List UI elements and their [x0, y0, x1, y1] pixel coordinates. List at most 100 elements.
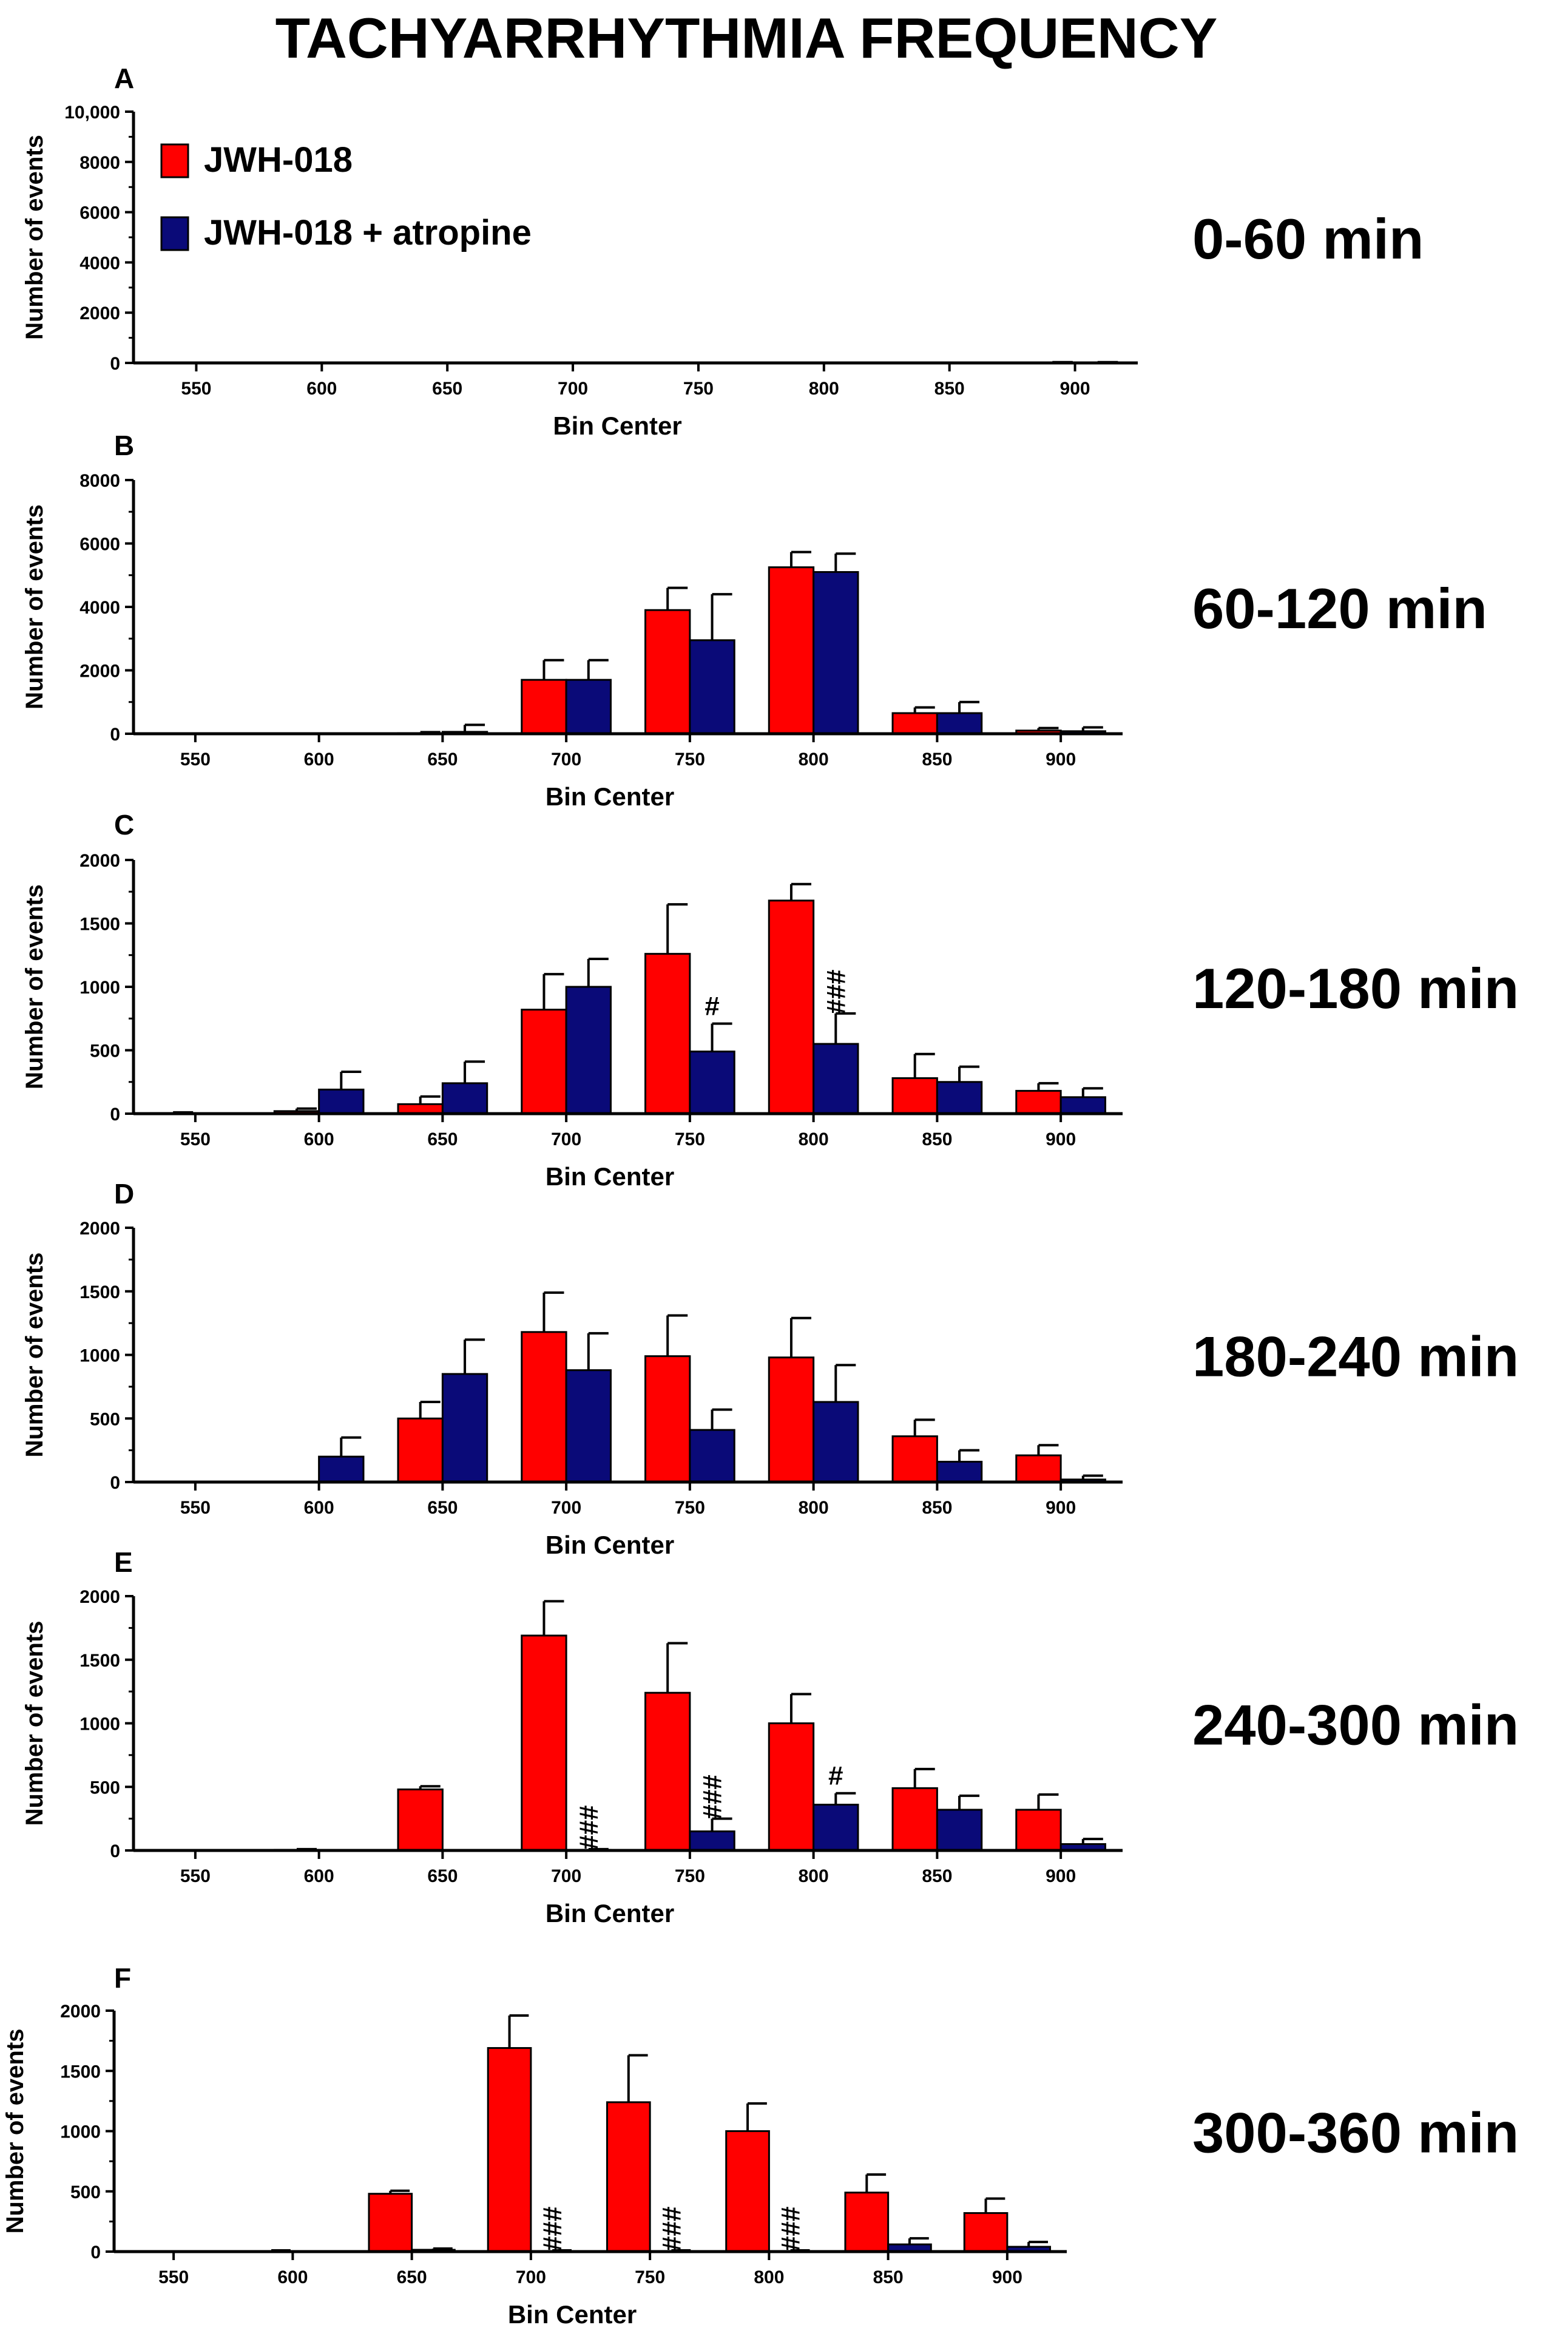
bar-jwh — [768, 899, 815, 1115]
y-tick-label: 10,000 — [64, 103, 120, 123]
legend-label-atropine: JWH-018 + atropine — [204, 213, 532, 252]
time-window-label: 300-360 min — [1192, 2101, 1519, 2165]
bar-jwh — [521, 1009, 567, 1115]
significance-marker: ### — [698, 1775, 728, 1819]
significance-marker: # — [828, 1761, 843, 1791]
bar-atropine — [936, 1460, 983, 1483]
bar-atropine — [813, 1401, 859, 1483]
bar-jwh — [725, 2130, 770, 2253]
y-axis-label: Number of events — [21, 135, 48, 340]
y-tick-label: 1500 — [79, 915, 120, 935]
x-tick-label: 750 — [675, 750, 705, 770]
y-tick-label: 2000 — [79, 1587, 120, 1607]
panel-letter: E — [114, 1546, 133, 1578]
y-tick-label: 500 — [70, 2182, 101, 2202]
x-tick-label: 650 — [397, 2267, 427, 2287]
bar-jwh — [644, 1691, 691, 1852]
x-tick-label: 550 — [180, 1129, 211, 1149]
significance-marker: ### — [538, 2207, 567, 2251]
x-tick-label: 850 — [873, 2267, 904, 2287]
bar-atropine — [318, 1088, 365, 1115]
x-tick-label: 550 — [180, 1866, 211, 1886]
x-tick-label: 800 — [799, 1498, 829, 1518]
y-tick-label: 2000 — [79, 1219, 120, 1239]
panel-letter: C — [114, 809, 134, 841]
y-tick-label: 4000 — [79, 598, 120, 618]
x-tick-label: 700 — [551, 1866, 581, 1886]
bar-jwh — [891, 1435, 938, 1483]
panel-letter: F — [114, 1962, 131, 1994]
bar-jwh — [891, 1787, 938, 1852]
x-tick-label: 600 — [304, 750, 334, 770]
y-tick-label: 2000 — [60, 2002, 101, 2022]
bar-jwh — [1015, 1089, 1062, 1115]
x-tick-label: 700 — [551, 1129, 581, 1149]
x-tick-label: 600 — [306, 379, 337, 399]
x-tick-label: 800 — [799, 750, 829, 770]
bar-jwh — [644, 953, 691, 1115]
y-axis-label: Number of events — [21, 504, 48, 709]
x-tick-label: 550 — [158, 2267, 189, 2287]
x-tick-label: 750 — [675, 1498, 705, 1518]
significance-marker: ### — [821, 969, 851, 1014]
y-tick-label: 500 — [90, 1778, 120, 1798]
y-tick-label: 0 — [110, 725, 120, 745]
y-tick-label: 1500 — [79, 1651, 120, 1671]
y-tick-label: 0 — [90, 2243, 101, 2263]
x-tick-label: 700 — [516, 2267, 546, 2287]
x-tick-label: 600 — [304, 1866, 334, 1886]
legend-label-jwh: JWH-018 — [204, 140, 353, 180]
bar-atropine — [689, 639, 735, 735]
x-axis-label: Bin Center — [553, 411, 681, 440]
y-tick-label: 2000 — [79, 851, 120, 871]
y-tick-label: 8000 — [79, 471, 120, 491]
x-tick-label: 900 — [992, 2267, 1022, 2287]
y-axis-label: Number of events — [21, 1253, 48, 1458]
bar-atropine — [441, 1082, 488, 1115]
significance-marker: ### — [574, 1805, 604, 1849]
bar-jwh — [487, 2047, 532, 2253]
x-axis-label: Bin Center — [508, 2300, 637, 2329]
x-tick-label: 550 — [180, 1498, 211, 1518]
x-tick-label: 650 — [427, 1498, 458, 1518]
bar-jwh — [644, 609, 691, 735]
bar-jwh — [891, 712, 938, 735]
time-window-label: 180-240 min — [1192, 1325, 1519, 1389]
x-tick-label: 850 — [922, 1129, 952, 1149]
significance-marker: ### — [657, 2207, 686, 2251]
bar-jwh — [521, 1634, 567, 1852]
x-tick-label: 650 — [427, 750, 458, 770]
y-tick-label: 1000 — [79, 1714, 120, 1735]
bar-atropine — [689, 1429, 735, 1483]
x-tick-label: 900 — [1046, 1498, 1076, 1518]
chart-panels: A 0-60 min Number of events Bin Center 0 2000… — [2, 63, 1519, 2329]
x-tick-label: 800 — [809, 379, 839, 399]
x-tick-label: 700 — [551, 750, 581, 770]
x-tick-label: 750 — [675, 1866, 705, 1886]
bar-atropine — [813, 1804, 859, 1852]
x-tick-label: 600 — [304, 1498, 334, 1518]
bar-jwh — [397, 1788, 444, 1852]
bar-jwh — [1015, 1454, 1062, 1483]
x-tick-label: 800 — [754, 2267, 784, 2287]
y-tick-label: 6000 — [79, 203, 120, 223]
bar-jwh — [521, 1331, 567, 1483]
x-tick-label: 800 — [799, 1866, 829, 1886]
bar-atropine — [565, 986, 612, 1115]
bar-jwh — [768, 1722, 815, 1852]
chart-panel-f: F 300-360 min Number of events Bin Center 0 5… — [2, 1962, 1519, 2329]
bar-atropine — [936, 1809, 983, 1852]
x-tick-label: 700 — [558, 379, 588, 399]
bar-jwh — [963, 2212, 1009, 2253]
chart-panel-e: E 240-300 min Number of events Bin Center 0 5… — [21, 1546, 1519, 1928]
bar-atropine — [689, 1830, 735, 1852]
y-tick-label: 6000 — [79, 535, 120, 555]
legend-swatch-jwh — [160, 143, 189, 178]
bar-atropine — [565, 1369, 612, 1483]
x-tick-label: 650 — [427, 1866, 458, 1886]
bar-atropine — [318, 1455, 365, 1483]
chart-panel-d: D 180-240 min Number of events Bin Center 0 5… — [21, 1178, 1519, 1559]
chart-panel-a: A 0-60 min Number of events Bin Center 0 2000… — [21, 63, 1424, 440]
x-tick-label: 600 — [277, 2267, 308, 2287]
